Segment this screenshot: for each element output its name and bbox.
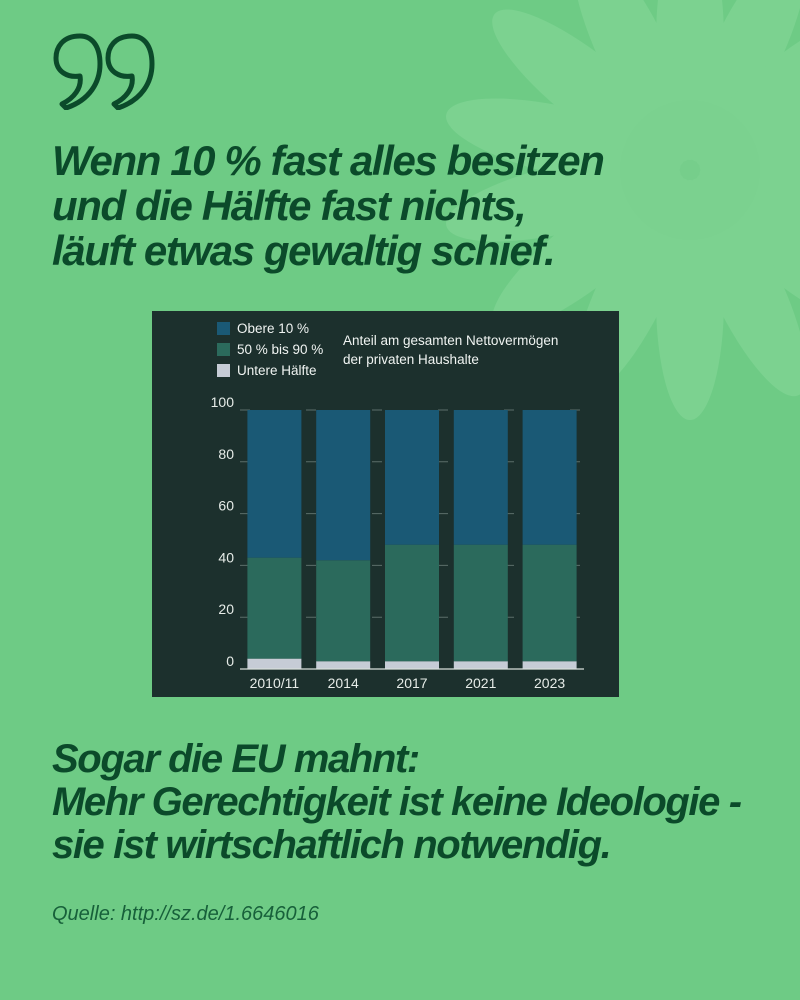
- legend-swatch: [217, 322, 230, 335]
- chart-title-line: der privaten Haushalte: [343, 352, 479, 367]
- headline: Wenn 10 % fast alles besitzen und die Hä…: [52, 138, 752, 273]
- bar-segment: [522, 544, 577, 662]
- statement-line-1: Sogar die EU mahnt:: [52, 737, 420, 781]
- y-tick-label: 100: [211, 394, 235, 410]
- bar-segment: [247, 410, 302, 558]
- bar-segment: [453, 544, 508, 662]
- bar-segment: [316, 410, 371, 561]
- chart-svg: 0 20 40 60 80 100 2010/11 2014 2017 2021 2023 Obere…: [211, 321, 584, 691]
- statement: Sogar die EU mahnt: Mehr Gerechtigkeit i…: [52, 738, 772, 867]
- y-tick-label: 80: [218, 446, 234, 462]
- bar-segment: [385, 410, 439, 545]
- legend-label: Obere 10 %: [237, 321, 309, 336]
- legend-swatch: [217, 364, 230, 377]
- bar-segment: [453, 661, 508, 669]
- x-tick-label: 2017: [396, 675, 427, 691]
- bar-segment: [316, 661, 371, 669]
- headline-line-2: und die Hälfte fast nichts,: [52, 182, 527, 229]
- x-tick-label: 2014: [328, 675, 359, 691]
- bar-segment: [247, 658, 302, 669]
- y-tick-label: 20: [218, 601, 234, 617]
- bar-segment: [385, 544, 439, 662]
- quote-icon: [53, 33, 155, 110]
- y-tick-label: 40: [218, 549, 234, 565]
- x-tick-label: 2010/11: [250, 675, 300, 691]
- x-tick-label: 2023: [534, 675, 565, 691]
- statement-line-2: Mehr Gerechtigkeit ist keine Ideologie -: [52, 780, 742, 824]
- bar-segment: [247, 557, 302, 659]
- headline-line-3: läuft etwas gewaltig schief.: [52, 227, 556, 274]
- y-tick-label: 60: [218, 498, 234, 514]
- x-tick-label: 2021: [465, 675, 496, 691]
- bar-segment: [316, 560, 371, 662]
- legend-label: 50 % bis 90 %: [237, 342, 323, 357]
- chart-title-line: Anteil am gesamten Nettovermögen: [343, 333, 558, 348]
- bar-segment: [522, 661, 577, 669]
- legend-label: Untere Hälfte: [237, 363, 317, 378]
- wealth-distribution-chart: 0 20 40 60 80 100 2010/11 2014 2017 2021 2023 Obere…: [152, 311, 619, 697]
- y-tick-label: 0: [226, 653, 234, 669]
- source-note: Quelle: http://sz.de/1.6646016: [52, 903, 319, 925]
- statement-line-3: sie ist wirtschaftlich notwendig.: [52, 823, 612, 867]
- legend-swatch: [217, 343, 230, 356]
- bar-segment: [453, 410, 508, 545]
- bar-segment: [522, 410, 577, 545]
- bar-segment: [385, 661, 439, 669]
- headline-line-1: Wenn 10 % fast alles besitzen: [52, 137, 605, 184]
